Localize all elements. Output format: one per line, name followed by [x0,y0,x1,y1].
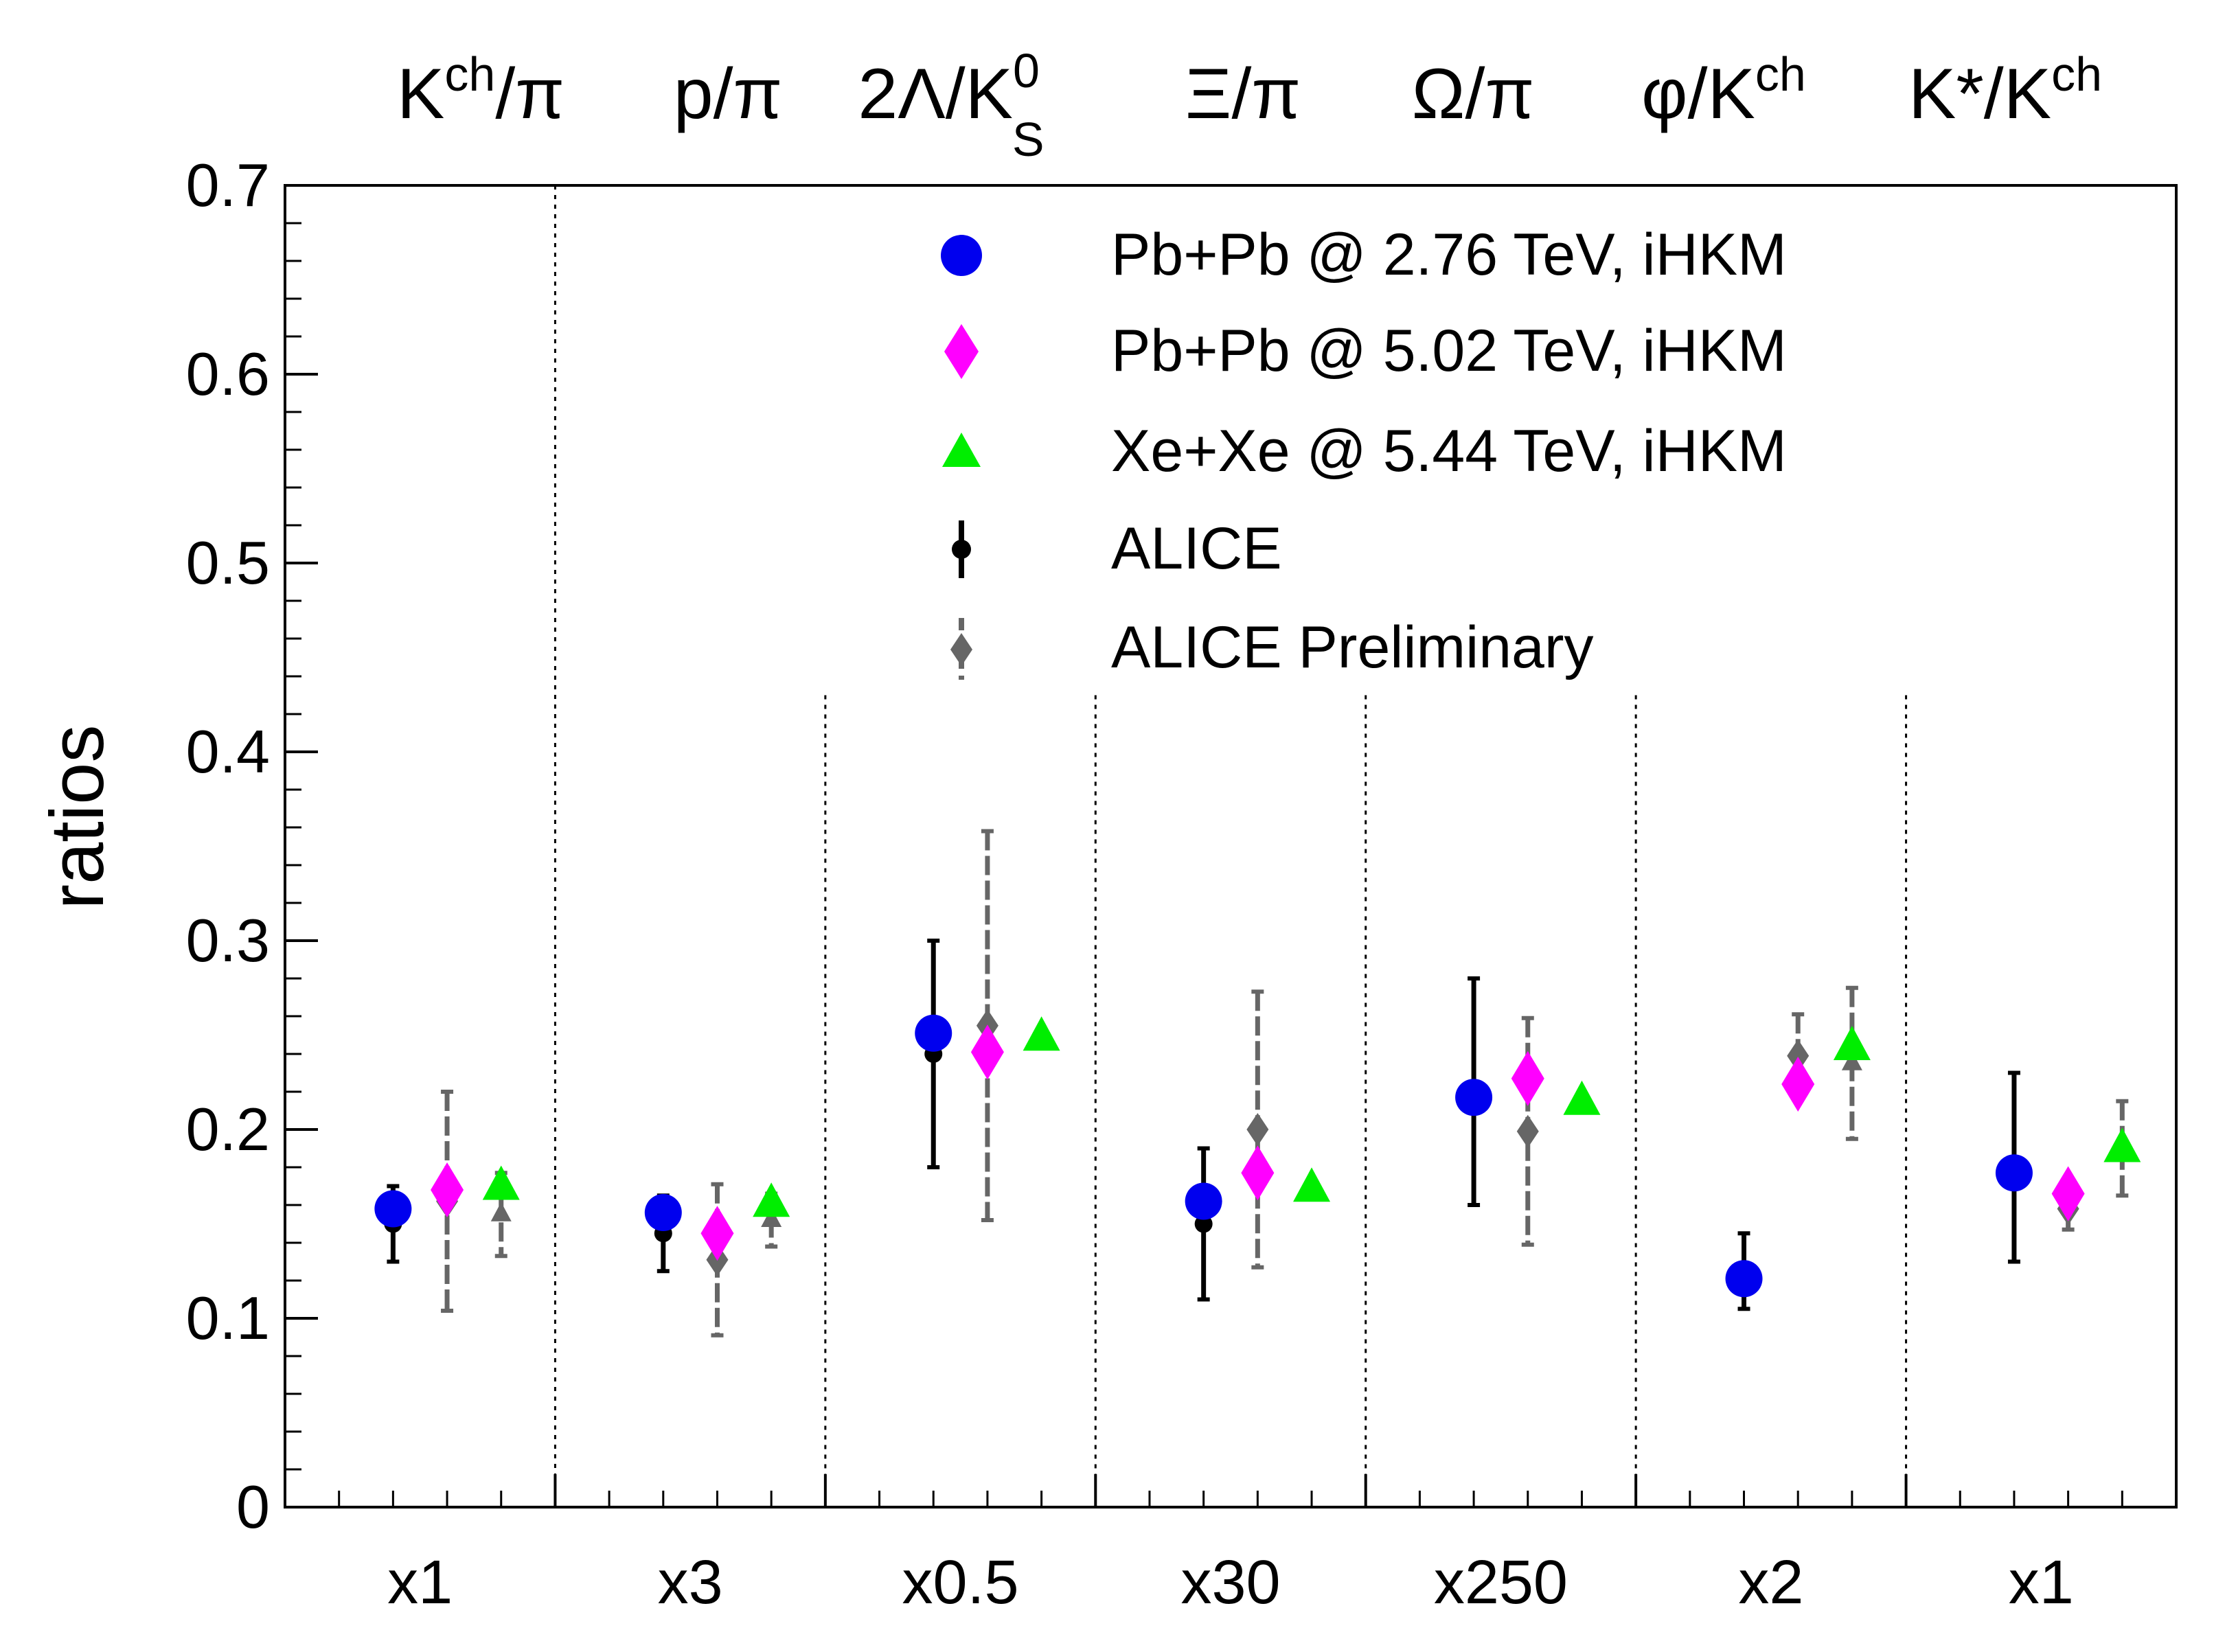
series-4-g3-point [1246,1113,1269,1146]
legend-label-alice: ALICE [1111,516,1282,582]
series-0-g1-point [644,1194,682,1231]
series-1-g1-point [700,1206,734,1261]
x-scale-label: x0.5 [902,1548,1019,1617]
group-title-omega-pi: Ω/π [1412,54,1534,134]
series-1-g4-point [1511,1051,1544,1106]
x-axis: x1 x3 x0.5 x30 x250 x2 x1 [338,1474,2123,1617]
plot-frame [284,184,2178,1508]
group-title-phi-kch: φ/Kch [1641,47,1806,134]
group-titles: Kch/π p/π 2Λ/K0 S Ξ/π Ω/π φ/Kch K*/Kch [397,44,2102,166]
series-1-g3-point [1241,1145,1275,1201]
series-2-g4-point [1563,1080,1601,1115]
y-tick-label: 0.4 [186,718,270,785]
series-0-g3-point [1185,1182,1222,1220]
series-4-g4-point [1516,1114,1539,1148]
series-1-g5-point [1781,1057,1815,1112]
group-title-lambda-k0: 2Λ/K0 S [858,44,1044,166]
series-2-g0-point [482,1165,520,1200]
series-5-g5-point [1841,1051,1862,1070]
legend: Pb+Pb @ 2.76 TeV, iHKM Pb+Pb @ 5.02 TeV,… [941,222,1787,680]
series-2-g3-point [1293,1167,1331,1202]
data-marks [374,829,2141,1338]
group-separators [554,185,1908,1507]
y-tick-label: 0.6 [186,340,270,408]
series-0-g2-point [915,1014,952,1052]
y-axis: 0 0.1 0.2 0.3 0.4 0.5 0.6 0.7 [186,151,318,1541]
legend-marker-alice [952,540,971,559]
series-1-g0-point [431,1162,464,1217]
y-tick-label: 0.1 [186,1284,270,1352]
y-tick-label: 0.5 [186,529,270,597]
x-scale-label: x2 [1738,1548,1803,1617]
legend-label-pbpb502: Pb+Pb @ 5.02 TeV, iHKM [1111,318,1787,384]
x-scale-label: x3 [658,1548,723,1617]
x-scale-label: x250 [1434,1548,1568,1617]
series-0-g0-point [374,1190,412,1228]
x-scale-label: x1 [2009,1548,2074,1617]
series-0-g4-point [1455,1079,1493,1116]
legend-marker-pbpb276 [941,235,982,276]
legend-marker-pbpb502 [944,324,979,379]
series-2-g5-point [1833,1026,1871,1060]
legend-label-alice-prelim: ALICE Preliminary [1111,615,1594,680]
series-2-g1-point [753,1182,790,1217]
y-tick-label: 0 [236,1473,270,1541]
legend-label-pbpb276: Pb+Pb @ 2.76 TeV, iHKM [1111,222,1787,288]
series-5-g1-point [761,1208,782,1227]
series-1-g6-point [2051,1166,2085,1221]
group-title-kch-pi: Kch/π [397,47,564,134]
series-3-g3-point [1194,1215,1213,1233]
legend-marker-xexe544 [942,433,981,467]
series-0-g5-point [1725,1260,1763,1298]
series-2-g2-point [1023,1016,1060,1051]
series-4-g5-point [1787,1039,1810,1072]
series-0-g6-point [1995,1154,2033,1192]
series-1-g2-point [970,1024,1004,1080]
x-scale-label: x1 [387,1548,453,1617]
group-title-kstar-kch: K*/Kch [1908,47,2102,134]
y-tick-label: 0.2 [186,1095,270,1163]
group-title-xi-pi: Ξ/π [1185,54,1301,134]
y-tick-label: 0.7 [186,151,270,219]
legend-label-xexe544: Xe+Xe @ 5.44 TeV, iHKM [1111,418,1787,484]
y-tick-label: 0.3 [186,906,270,974]
series-2-g6-point [2103,1127,2141,1162]
series-5-g0-point [490,1202,512,1221]
legend-marker-alice-prelim [950,633,972,666]
x-scale-label: x30 [1180,1548,1280,1617]
group-title-p-pi: p/π [674,54,783,134]
y-axis-label: ratios [35,725,119,910]
